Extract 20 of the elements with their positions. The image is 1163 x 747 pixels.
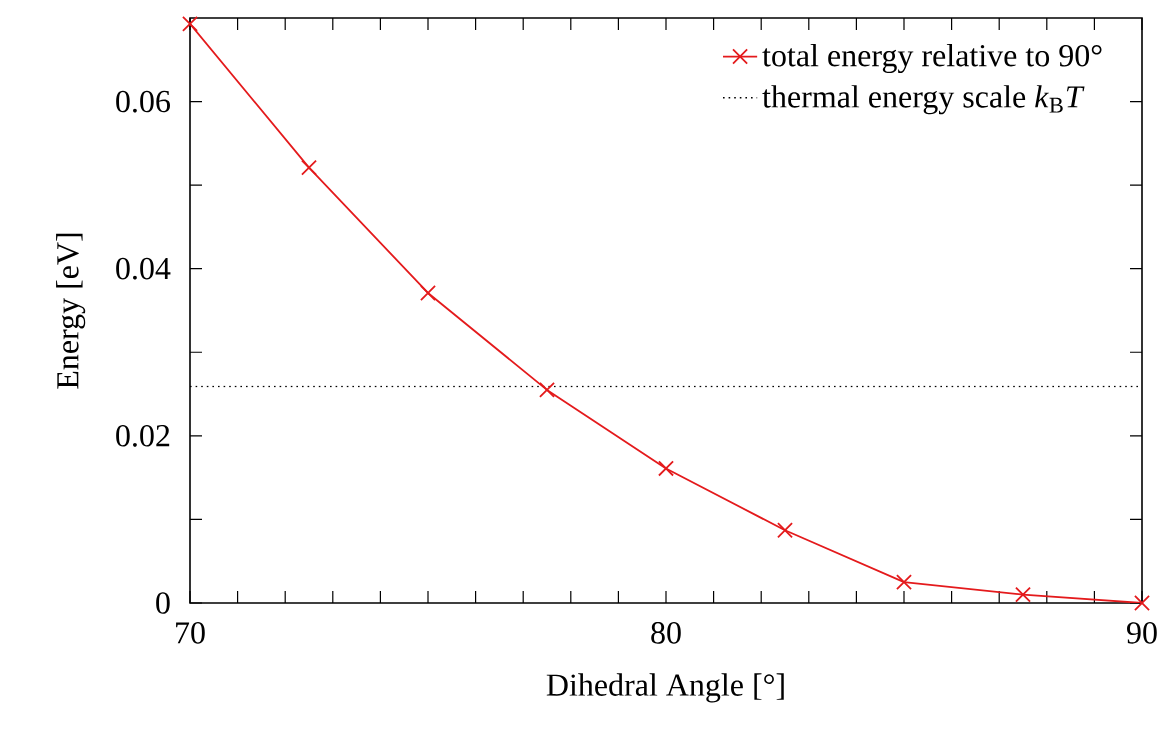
- point: [1134, 595, 1150, 611]
- y-tick-label: 0.04: [116, 257, 171, 280]
- y-axis-title: Energy [eV]: [56, 233, 86, 389]
- y-tick-label: 0: [156, 592, 170, 614]
- legend-label: total energy relative to 90°: [762, 43, 1102, 74]
- point: [1015, 586, 1031, 603]
- y-tick-label: 0.02: [116, 424, 170, 447]
- legend-label: thermal energy scale k$_{B}$T: [762, 85, 1085, 115]
- x-tick-label: 70: [176, 622, 205, 644]
- point: [658, 460, 674, 477]
- x-tick-label: 90: [1127, 622, 1157, 644]
- point: [301, 159, 317, 176]
- point: [777, 522, 793, 539]
- point: [420, 284, 436, 301]
- x-tick-label: 80: [651, 622, 681, 644]
- point: [182, 15, 198, 32]
- x-axis-title: Dihedral Angle [°]: [546, 673, 784, 703]
- point: [539, 381, 555, 398]
- y-tick-label: 0.06: [116, 90, 170, 113]
- point: [896, 574, 912, 591]
